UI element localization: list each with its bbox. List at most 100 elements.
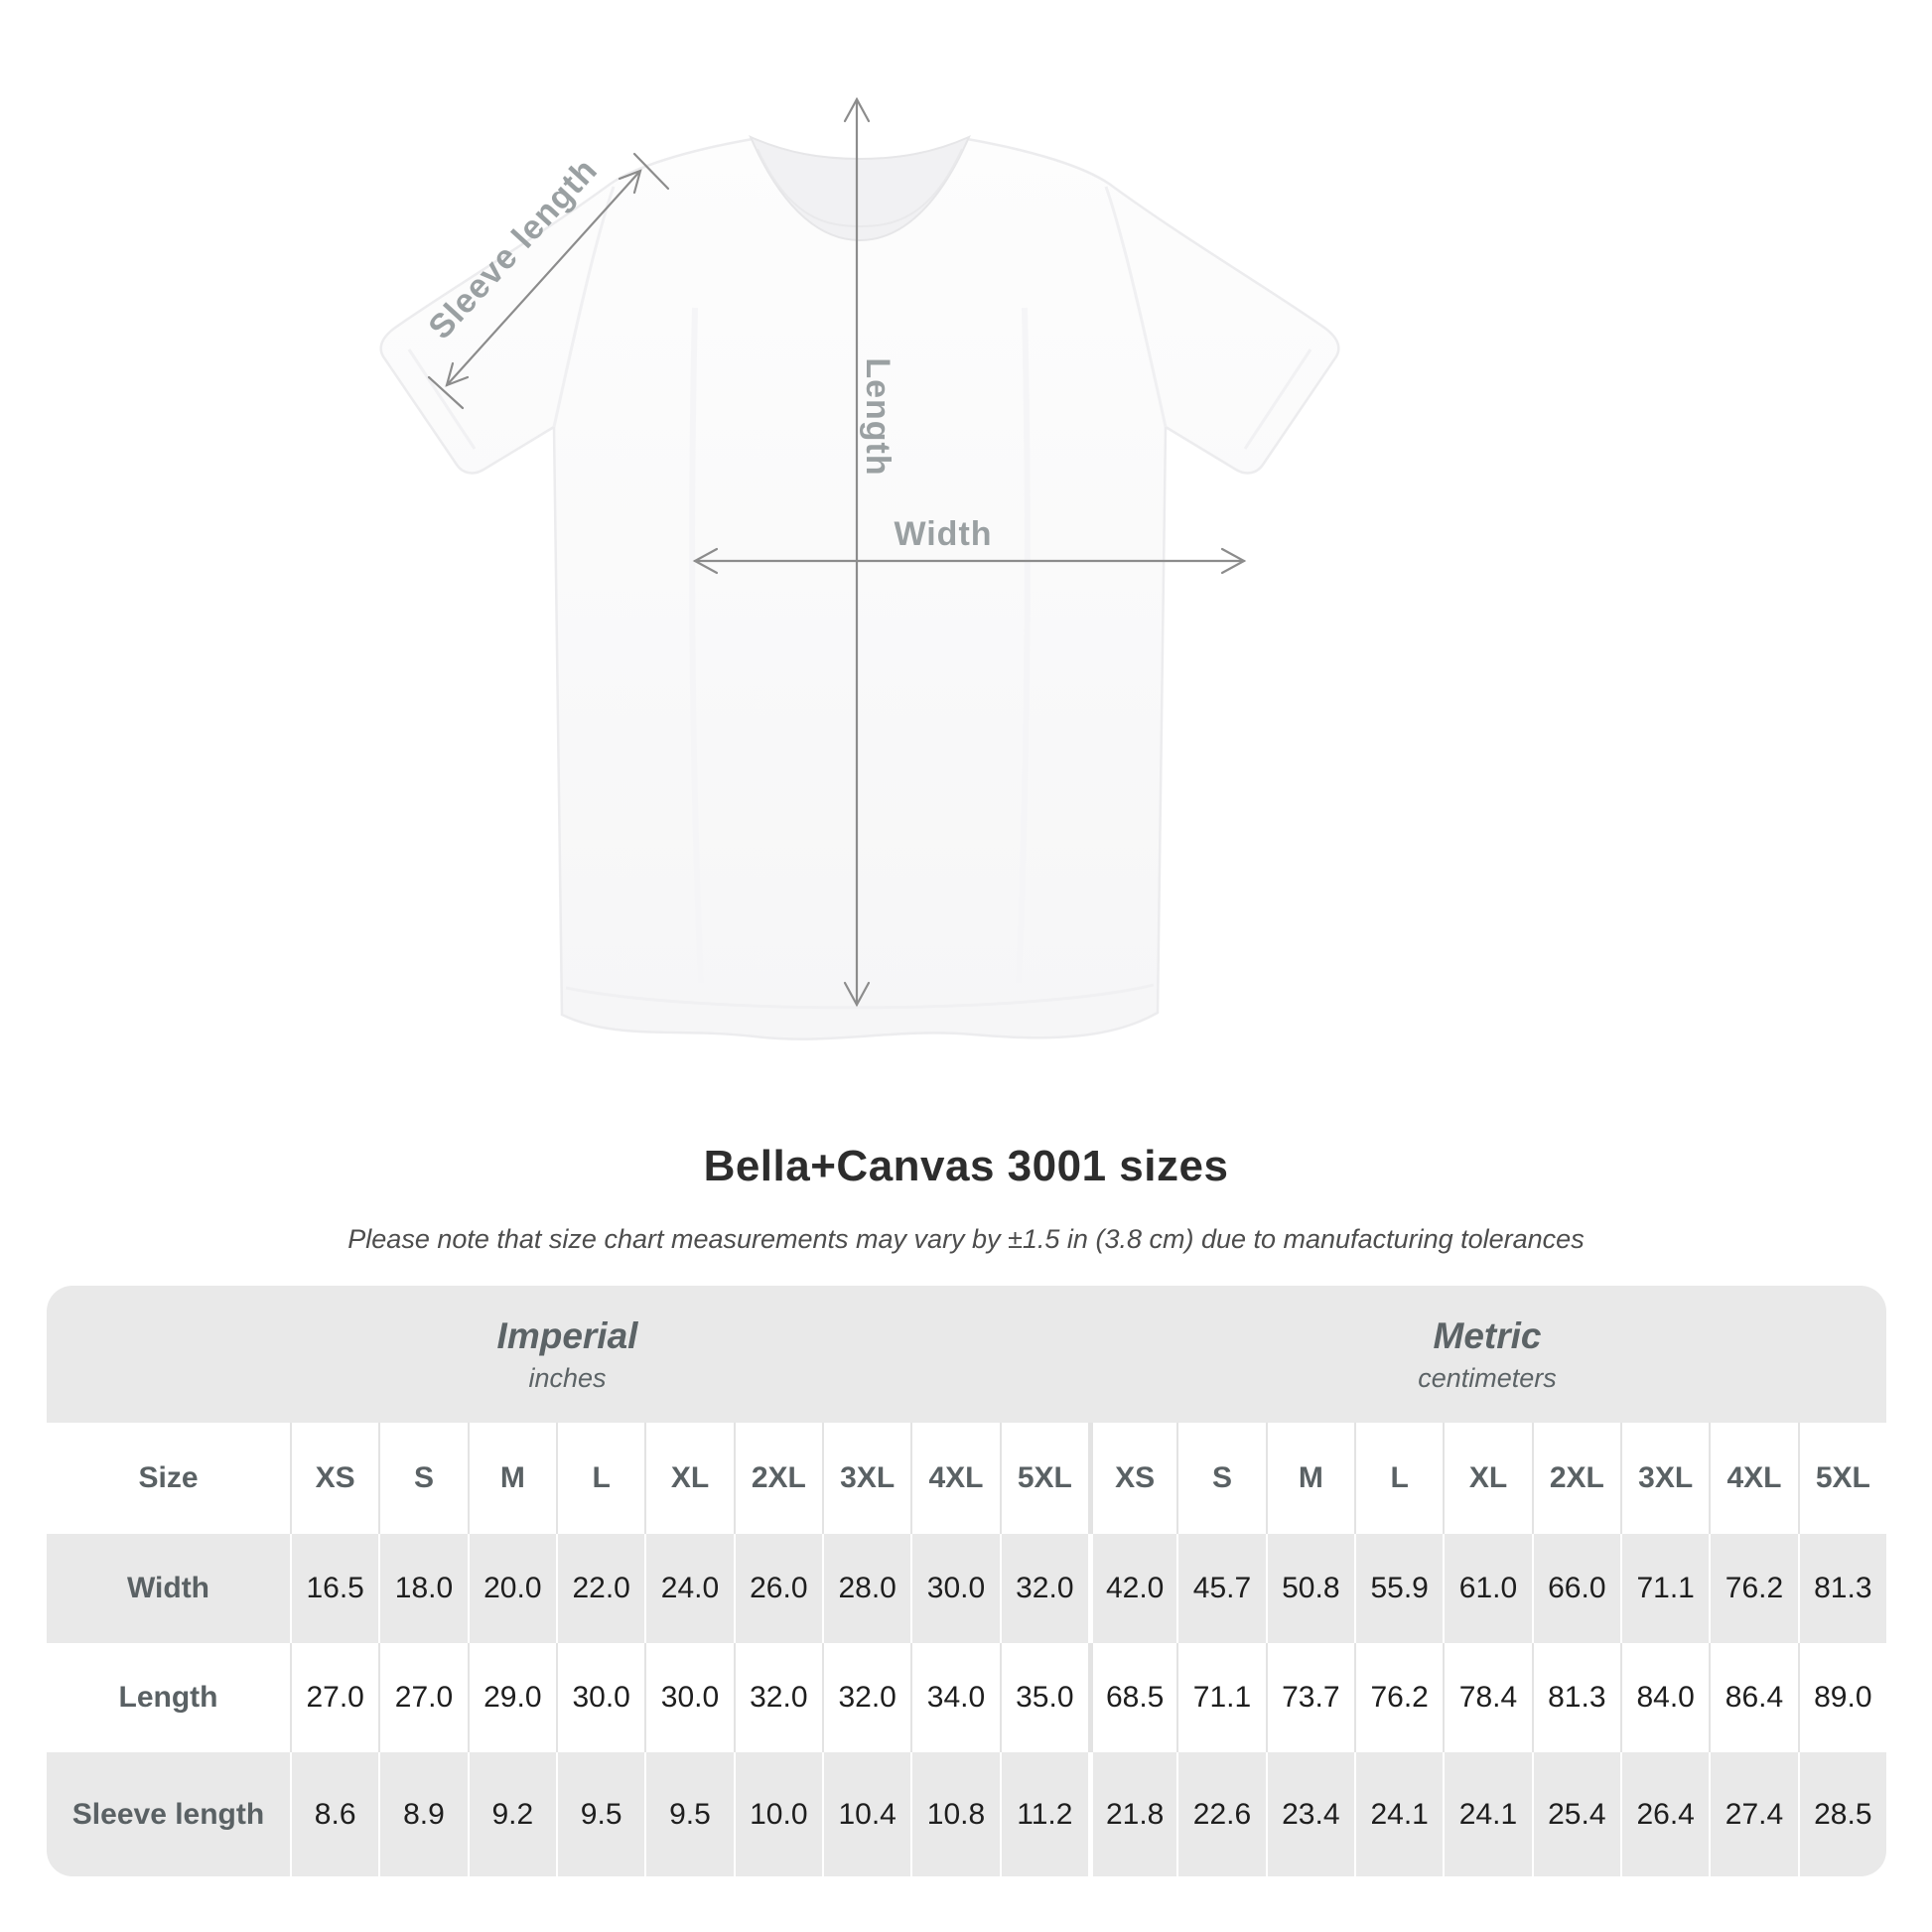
value-cell: 30.0 [556, 1643, 644, 1752]
value-cell: 89.0 [1797, 1643, 1886, 1752]
value-cell: 86.4 [1709, 1643, 1797, 1752]
value-cell: 35.0 [999, 1643, 1088, 1752]
size-header: L [556, 1423, 644, 1534]
value-cell: 22.6 [1176, 1752, 1265, 1876]
value-cell: 26.0 [733, 1534, 822, 1643]
imperial-header: Imperial inches [47, 1286, 1088, 1423]
value-cell: 16.5 [290, 1534, 378, 1643]
tshirt-image: Sleeve length Length Width [379, 96, 1340, 1040]
value-cell: 81.3 [1531, 1643, 1620, 1752]
value-cell: 50.8 [1265, 1534, 1354, 1643]
size-header: 2XL [733, 1423, 822, 1534]
value-cell: 10.0 [733, 1752, 822, 1876]
value-cell: 76.2 [1709, 1534, 1797, 1643]
value-cell: 66.0 [1531, 1534, 1620, 1643]
size-header: L [1354, 1423, 1443, 1534]
value-cell: 45.7 [1176, 1534, 1265, 1643]
value-cell: 81.3 [1797, 1534, 1886, 1643]
left-cuff-seam [407, 348, 477, 450]
size-header: 2XL [1531, 1423, 1620, 1534]
value-cell: 8.6 [290, 1752, 378, 1876]
value-cell: 8.9 [378, 1752, 467, 1876]
value-cell: 24.0 [644, 1534, 733, 1643]
size-header: 3XL [1620, 1423, 1709, 1534]
size-table: Imperial inches Metric centimeters Size … [47, 1286, 1886, 1876]
value-cell: 20.0 [467, 1534, 556, 1643]
size-header: XS [1088, 1423, 1176, 1534]
imperial-title: Imperial [496, 1314, 638, 1356]
size-header: S [378, 1423, 467, 1534]
value-cell: 32.0 [822, 1643, 910, 1752]
size-header-row: Size XS S M L XL 2XL 3XL 4XL 5XL XS S M … [47, 1423, 1886, 1534]
value-cell: 61.0 [1443, 1534, 1531, 1643]
value-cell: 30.0 [910, 1534, 999, 1643]
value-cell: 71.1 [1620, 1534, 1709, 1643]
value-cell: 18.0 [378, 1534, 467, 1643]
page-subtitle: Please note that size chart measurements… [347, 1224, 1585, 1254]
table-row-sleeve-length: Sleeve length 8.6 8.9 9.2 9.5 9.5 10.0 1… [47, 1752, 1886, 1876]
value-cell: 23.4 [1265, 1752, 1354, 1876]
value-cell: 21.8 [1088, 1752, 1176, 1876]
fabric-fold [1016, 307, 1031, 984]
tshirt-neck-opening [749, 135, 971, 242]
unit-header-row: Imperial inches Metric centimeters [47, 1286, 1886, 1423]
value-cell: 10.4 [822, 1752, 910, 1876]
tshirt-measurement-diagram: Sleeve length Length Width [379, 96, 1340, 1040]
sleeve-length-arrow [427, 152, 670, 410]
tshirt-body [379, 137, 1340, 1040]
value-cell: 68.5 [1088, 1643, 1176, 1752]
size-header: XL [644, 1423, 733, 1534]
value-cell: 25.4 [1531, 1752, 1620, 1876]
metric-header: Metric centimeters [1088, 1286, 1886, 1423]
value-cell: 24.1 [1443, 1752, 1531, 1876]
tshirt-collar-seam [757, 148, 963, 228]
value-cell: 9.5 [644, 1752, 733, 1876]
value-cell: 28.0 [822, 1534, 910, 1643]
length-label: Length [859, 357, 897, 476]
value-cell: 78.4 [1443, 1643, 1531, 1752]
size-header: 4XL [910, 1423, 999, 1534]
size-header: XL [1443, 1423, 1531, 1534]
value-cell: 11.2 [999, 1752, 1088, 1876]
table-row-length: Length 27.0 27.0 29.0 30.0 30.0 32.0 32.… [47, 1643, 1886, 1752]
imperial-unit: inches [528, 1362, 607, 1393]
value-cell: 42.0 [1088, 1534, 1176, 1643]
value-cell: 22.0 [556, 1534, 644, 1643]
row-label: Width [126, 1572, 210, 1604]
value-cell: 84.0 [1620, 1643, 1709, 1752]
value-cell: 10.8 [910, 1752, 999, 1876]
value-cell: 9.2 [467, 1752, 556, 1876]
value-cell: 55.9 [1354, 1534, 1443, 1643]
hem-seam [565, 983, 1155, 1010]
value-cell: 34.0 [910, 1643, 999, 1752]
width-label: Width [894, 515, 992, 553]
page-title: Bella+Canvas 3001 sizes [703, 1142, 1229, 1190]
value-cell: 29.0 [467, 1643, 556, 1752]
value-cell: 30.0 [644, 1643, 733, 1752]
size-header: M [467, 1423, 556, 1534]
size-header: M [1265, 1423, 1354, 1534]
metric-unit: centimeters [1418, 1362, 1557, 1393]
right-cuff-seam [1243, 348, 1312, 450]
size-header: XS [290, 1423, 378, 1534]
value-cell: 73.7 [1265, 1643, 1354, 1752]
size-column-label: Size [138, 1461, 199, 1494]
value-cell: 27.0 [290, 1643, 378, 1752]
value-cell: 27.4 [1709, 1752, 1797, 1876]
length-arrow [843, 96, 871, 1008]
size-header: 3XL [822, 1423, 910, 1534]
value-cell: 9.5 [556, 1752, 644, 1876]
row-label: Sleeve length [71, 1797, 265, 1831]
value-cell: 32.0 [733, 1643, 822, 1752]
value-cell: 26.4 [1620, 1752, 1709, 1876]
value-cell: 76.2 [1354, 1643, 1443, 1752]
row-label: Length [118, 1681, 218, 1714]
value-cell: 32.0 [999, 1534, 1088, 1643]
table-row-width: Width 16.5 18.0 20.0 22.0 24.0 26.0 28.0… [47, 1534, 1886, 1643]
value-cell: 28.5 [1797, 1752, 1886, 1876]
size-header: 5XL [999, 1423, 1088, 1534]
width-arrow [692, 547, 1247, 575]
value-cell: 71.1 [1176, 1643, 1265, 1752]
value-cell: 24.1 [1354, 1752, 1443, 1876]
